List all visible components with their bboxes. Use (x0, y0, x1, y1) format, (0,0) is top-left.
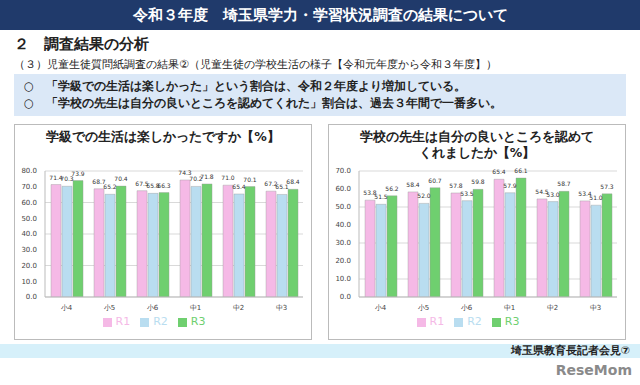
svg-text:56.2: 56.2 (385, 185, 399, 192)
svg-text:小6: 小6 (461, 304, 473, 312)
svg-text:中2: 中2 (547, 304, 558, 312)
svg-text:59.8: 59.8 (471, 178, 485, 185)
svg-text:58.4: 58.4 (406, 181, 420, 188)
svg-text:80.0: 80.0 (21, 167, 37, 175)
svg-text:中3: 中3 (590, 304, 601, 312)
svg-text:中1: 中1 (504, 304, 515, 312)
svg-text:20.0: 20.0 (335, 257, 351, 265)
html-text:学級での生活は楽しかったですか【%】: 学級での生活は楽しかったですか【%】 (46, 129, 280, 144)
svg-text:30.0: 30.0 (335, 239, 351, 247)
svg-text:65.1: 65.1 (275, 183, 289, 191)
html-text:R1: R1 (429, 315, 445, 328)
html-text:R2: R2 (467, 315, 482, 328)
svg-text:68.4: 68.4 (286, 178, 300, 185)
svg-text:57.3: 57.3 (600, 183, 614, 190)
svg-text:53.8: 53.8 (363, 189, 377, 197)
svg-text:52.0: 52.0 (417, 192, 431, 199)
svg-text:60.0: 60.0 (335, 185, 351, 193)
html-text:○ 「学校の先生は自分の良いところを認めてくれた」割合は、過: ○ 「学校の先生は自分の良いところを認めてくれた」割合は、過去３年間で一番多い。 (24, 96, 502, 110)
svg-text:65.4: 65.4 (232, 183, 246, 190)
html-text:２ 調査結果の分析: ２ 調査結果の分析 (14, 35, 149, 53)
html-text:（３）児童生徒質問紙調査の結果②（児童生徒の学校生活の様子【: （３）児童生徒質問紙調査の結果②（児童生徒の学校生活の様子【令和元年度から令和３… (14, 58, 497, 71)
html-text:R1: R1 (115, 315, 131, 328)
svg-text:小5: 小5 (104, 304, 115, 312)
svg-text:小4: 小4 (375, 304, 387, 312)
svg-text:40.0: 40.0 (21, 230, 37, 238)
svg-text:20.0: 20.0 (21, 262, 37, 270)
html-text:R2: R2 (153, 315, 168, 328)
svg-text:65.4: 65.4 (492, 168, 506, 175)
svg-text:70.2: 70.2 (189, 175, 203, 183)
svg-text:70.4: 70.4 (114, 175, 128, 182)
html-text:R3: R3 (504, 315, 520, 328)
svg-text:60.7: 60.7 (428, 177, 442, 184)
svg-text:中1: 中1 (190, 304, 201, 312)
html-text:R3: R3 (190, 315, 206, 328)
html-text:埼玉県教育長記者会見⑦: 埼玉県教育長記者会見⑦ (510, 344, 630, 357)
svg-text:30.0: 30.0 (21, 246, 37, 254)
svg-text:57.8: 57.8 (449, 182, 463, 189)
svg-text:74.3: 74.3 (178, 169, 192, 176)
svg-text:0.0: 0.0 (26, 293, 37, 301)
svg-text:中3: 中3 (276, 304, 287, 312)
svg-text:58.7: 58.7 (557, 180, 571, 187)
svg-text:70.1: 70.1 (243, 176, 257, 183)
svg-text:65.2: 65.2 (103, 183, 117, 190)
svg-text:60.0: 60.0 (21, 199, 37, 207)
svg-text:57.9: 57.9 (503, 182, 517, 189)
svg-text:70.3: 70.3 (60, 175, 74, 183)
svg-text:70.0: 70.0 (335, 167, 351, 175)
svg-text:51.0: 51.0 (589, 194, 603, 201)
svg-text:50.0: 50.0 (335, 203, 351, 211)
svg-text:65.8: 65.8 (146, 182, 160, 190)
svg-text:0.0: 0.0 (340, 293, 351, 301)
svg-text:71.8: 71.8 (200, 173, 214, 180)
svg-text:54.5: 54.5 (535, 187, 549, 195)
svg-text:40.0: 40.0 (335, 221, 351, 229)
svg-text:73.9: 73.9 (71, 170, 85, 177)
svg-text:10.0: 10.0 (335, 275, 351, 283)
html-text:ReseMom: ReseMom (555, 362, 632, 378)
svg-text:71.4: 71.4 (49, 173, 63, 181)
svg-text:66.1: 66.1 (514, 167, 528, 174)
svg-text:67.2: 67.2 (264, 180, 278, 188)
svg-text:53.4: 53.4 (578, 189, 592, 197)
svg-text:68.7: 68.7 (92, 177, 106, 185)
svg-text:小4: 小4 (61, 304, 73, 312)
svg-text:71.0: 71.0 (221, 174, 235, 181)
svg-text:小6: 小6 (147, 304, 159, 312)
svg-text:小5: 小5 (418, 304, 429, 312)
svg-text:67.5: 67.5 (135, 179, 149, 187)
svg-text:53.0: 53.0 (546, 191, 560, 198)
svg-text:70.0: 70.0 (21, 183, 37, 191)
svg-text:51.5: 51.5 (374, 193, 388, 200)
svg-text:中2: 中2 (233, 304, 244, 312)
svg-text:53.5: 53.5 (460, 190, 474, 197)
html-text:学校の先生は自分の良いところを認めてくれましたか【%】: 学校の先生は自分の良いところを認めてくれましたか【%】 (360, 129, 594, 160)
html-text:○ 「学級での生活は楽しかった」という割合は、令和２年度より: ○ 「学級での生活は楽しかった」という割合は、令和２年度より増加している。 (24, 79, 466, 93)
svg-text:10.0: 10.0 (21, 278, 37, 286)
html-text:令和３年度 埼玉県学力・学習状況調査の結果について: 令和３年度 埼玉県学力・学習状況調査の結果について (132, 6, 508, 24)
svg-text:66.3: 66.3 (157, 182, 171, 189)
svg-text:50.0: 50.0 (21, 215, 37, 223)
